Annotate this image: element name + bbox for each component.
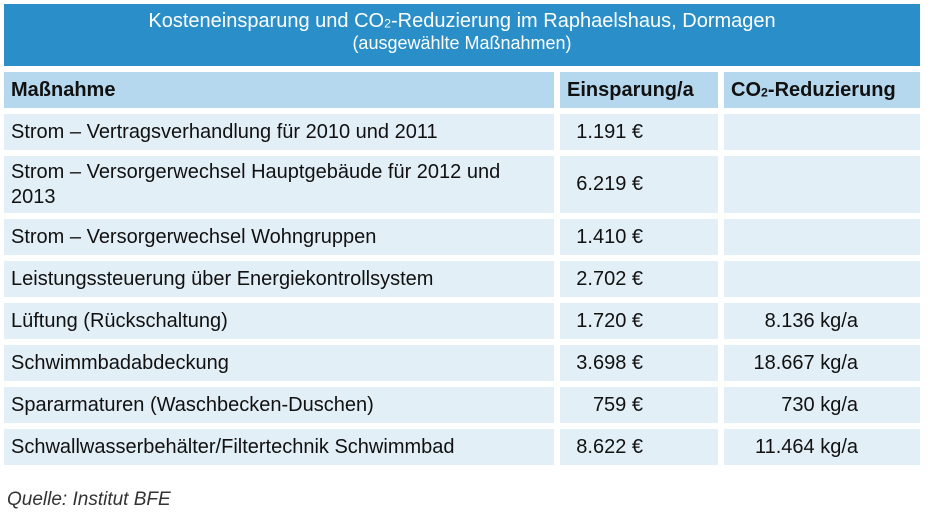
cell-co2 [724,261,920,297]
cell-measure: Spararmaturen (Waschbecken-Duschen) [4,387,554,423]
cell-savings: 1.720 € [560,303,718,339]
header-savings-text: Einsparung/a [567,78,694,101]
source-note: Quelle: Institut BFE [7,489,171,510]
cell-co2: 18.667 kg/a [724,345,920,381]
cell-savings: 8.622 € [560,429,718,465]
title-line-2: (ausgewählte Maßnahmen) [352,33,572,53]
cell-measure: Lüftung (Rückschaltung) [4,303,554,339]
cell-measure: Schwallwasserbehälter/Filtertechnik Schw… [4,429,554,465]
cell-savings: 1.410 € [560,219,718,255]
cell-savings: 6.219 € [560,156,718,213]
table-row: Schwallwasserbehälter/Filtertechnik Schw… [4,429,920,465]
header-savings: Einsparung/a [560,72,718,108]
cell-savings: 2.702 € [560,261,718,297]
table-row: Strom – Versorgerwechsel Wohngruppen 1.41… [4,219,920,255]
savings-table: Maßnahme Einsparung/a CO2-Reduzierung St… [4,72,920,471]
cell-measure: Leistungssteuerung über Energiekontrolls… [4,261,554,297]
cell-measure: Strom – Versorgerwechsel Hauptgebäude fü… [4,156,554,213]
header-co2-text-start: CO [731,78,761,101]
header-measure: Maßnahme [4,72,554,108]
cell-savings: 3.698 € [560,345,718,381]
cell-measure: Strom – Vertragsverhandlung für 2010 und… [4,114,554,150]
title-text-end: -Reduzierung im Raphaelshaus, Dormagen [390,10,776,32]
title-co2-subscript: 2 [384,16,391,31]
table-row: Lüftung (Rückschaltung) 1.720 €8.136 kg/a [4,303,920,339]
header-measure-text: Maßnahme [11,78,116,101]
table-row: Spararmaturen (Waschbecken-Duschen) 759 €… [4,387,920,423]
cell-co2: 11.464 kg/a [724,429,920,465]
header-co2: CO2-Reduzierung [724,72,920,108]
cell-savings: 1.191 € [560,114,718,150]
cell-co2: 730 kg/a [724,387,920,423]
cell-measure: Strom – Versorgerwechsel Wohngruppen [4,219,554,255]
header-co2-subscript: 2 [761,85,768,100]
table-row: Leistungssteuerung über Energiekontrolls… [4,261,920,297]
table-body: Strom – Vertragsverhandlung für 2010 und… [4,114,920,465]
cell-savings: 759 € [560,387,718,423]
title-line-1: Kosteneinsparung und CO2-Reduzierung im … [4,4,920,32]
header-co2-text-end: -Reduzierung [767,78,896,101]
table-row: Strom – Vertragsverhandlung für 2010 und… [4,114,920,150]
table-header-row: Maßnahme Einsparung/a CO2-Reduzierung [4,72,920,108]
table-row: Schwimmbadabdeckung 3.698 €18.667 kg/a [4,345,920,381]
cell-co2 [724,114,920,150]
table-row: Strom – Versorgerwechsel Hauptgebäude fü… [4,156,920,213]
cell-co2 [724,156,920,213]
cell-measure: Schwimmbadabdeckung [4,345,554,381]
cell-co2 [724,219,920,255]
title-text-start: Kosteneinsparung und CO [148,10,385,32]
table-title: Kosteneinsparung und CO2-Reduzierung im … [4,4,920,66]
cell-co2: 8.136 kg/a [724,303,920,339]
